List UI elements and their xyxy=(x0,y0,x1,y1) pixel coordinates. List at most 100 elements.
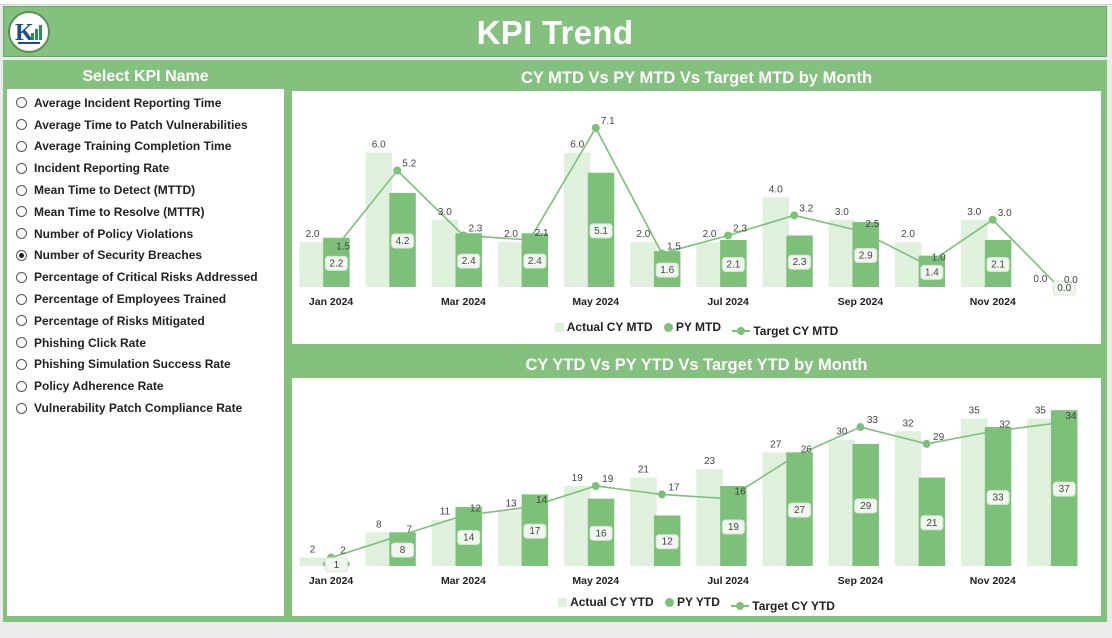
data-label-bg xyxy=(391,233,415,249)
x-tick-label: Nov 2024 xyxy=(970,575,1016,587)
data-label-bg xyxy=(920,264,944,280)
slicer-item[interactable]: Number of Security Breaches xyxy=(7,245,284,267)
data-label-bg xyxy=(1052,481,1076,497)
x-tick-label: Nov 2024 xyxy=(970,296,1016,308)
target-point xyxy=(525,235,534,244)
radio-icon[interactable] xyxy=(16,184,27,196)
x-tick-label: May 2024 xyxy=(572,296,619,308)
bar-actual xyxy=(497,242,525,287)
x-tick-label: May 2024 xyxy=(572,575,619,587)
legend-actual-cy-ytd: Actual CY YTD xyxy=(558,595,654,609)
radio-icon[interactable] xyxy=(16,315,27,327)
data-label-actual: 6.0 xyxy=(372,140,386,151)
slicer-item[interactable]: Percentage of Risks Mitigated xyxy=(7,310,284,332)
slicer-item-label: Percentage of Critical Risks Addressed xyxy=(34,270,258,285)
slicer-item[interactable]: Percentage of Employees Trained xyxy=(7,288,284,310)
data-label-py: 33 xyxy=(992,493,1004,504)
data-label-bg xyxy=(391,542,415,558)
bar-actual xyxy=(365,152,392,287)
bar-actual xyxy=(563,486,591,566)
data-label-actual: 6.0 xyxy=(570,140,584,151)
data-label-py: 27 xyxy=(794,505,806,516)
radio-icon[interactable] xyxy=(16,337,27,349)
radio-icon[interactable] xyxy=(16,228,27,240)
data-label-target: 2.5 xyxy=(865,219,879,230)
radio-icon[interactable] xyxy=(16,271,27,283)
slicer-item[interactable]: Phishing Click Rate xyxy=(7,332,284,354)
data-label-py: 37 xyxy=(1059,484,1071,495)
target-point xyxy=(657,249,666,258)
data-label-actual: 23 xyxy=(704,456,716,467)
slicer-item[interactable]: Number of Policy Violations xyxy=(7,223,284,245)
bar-actual xyxy=(299,557,326,566)
radio-icon[interactable] xyxy=(16,358,27,370)
data-label-bg xyxy=(457,253,481,269)
radio-icon[interactable] xyxy=(16,140,27,152)
bar-actual xyxy=(299,242,326,287)
radio-icon[interactable] xyxy=(16,380,27,392)
slicer-item[interactable]: Mean Time to Resolve (MTTR) xyxy=(7,201,284,223)
bar-actual xyxy=(828,439,856,566)
data-label-target: 17 xyxy=(668,482,680,493)
legend-label: Target CY YTD xyxy=(752,598,835,613)
mtd-legend: Actual CY MTD PY MTD Target CY MTD xyxy=(292,320,1101,338)
x-tick-label: Sep 2024 xyxy=(838,296,884,308)
slicer-item[interactable]: Mean Time to Detect (MTTD) xyxy=(7,179,284,201)
radio-icon[interactable] xyxy=(16,162,27,174)
slicer-item[interactable]: Percentage of Critical Risks Addressed xyxy=(7,266,284,288)
data-label-target: 7.1 xyxy=(601,116,615,127)
slicer-item[interactable]: Phishing Simulation Success Rate xyxy=(7,354,284,376)
data-label-py: 5.1 xyxy=(594,226,608,237)
legend-target-cy-ytd: Target CY YTD xyxy=(731,599,835,613)
slicer-item[interactable]: Vulnerability Patch Compliance Rate xyxy=(7,397,284,419)
data-label-actual: 3.0 xyxy=(967,207,981,218)
slicer-item[interactable]: Average Training Completion Time xyxy=(7,136,284,158)
legend-label: PY MTD xyxy=(675,320,721,334)
data-label-bg xyxy=(854,498,878,514)
radio-icon[interactable] xyxy=(16,402,27,414)
target-point xyxy=(591,482,600,490)
data-label-actual: 30 xyxy=(836,427,848,438)
logo: K xyxy=(8,11,50,53)
radio-selected-icon[interactable] xyxy=(16,249,27,261)
slicer-item[interactable]: Average Incident Reporting Time xyxy=(7,92,284,114)
data-label-bg xyxy=(986,490,1010,506)
target-point xyxy=(988,427,997,436)
data-label-py: 29 xyxy=(860,501,872,512)
data-label-py: 1.4 xyxy=(925,267,939,278)
data-label-target: 2.3 xyxy=(468,223,482,234)
bar-actual xyxy=(431,519,459,566)
data-label-py: 2.2 xyxy=(329,258,343,269)
radio-icon[interactable] xyxy=(16,206,27,218)
x-tick-label: Jul 2024 xyxy=(707,296,749,308)
target-point xyxy=(790,452,799,461)
target-line xyxy=(330,422,1060,559)
data-label-actual: 2.0 xyxy=(504,229,518,240)
kpi-slicer: Select KPI Name Average Incident Reporti… xyxy=(5,63,286,618)
slicer-item[interactable]: Average Time to Patch Vulnerabilities xyxy=(7,114,284,136)
slicer-item-label: Policy Adherence Rate xyxy=(34,379,164,394)
radio-icon[interactable] xyxy=(16,97,27,109)
mtd-chart-card: CY MTD Vs PY MTD Vs Target MTD by Month … xyxy=(290,63,1103,346)
data-label-py: 2.9 xyxy=(859,251,873,262)
legend-actual-cy-mtd: Actual CY MTD xyxy=(554,320,653,334)
data-label-bg xyxy=(523,523,547,539)
bar-actual xyxy=(762,452,789,566)
bar-actual xyxy=(696,242,723,287)
ytd-chart-card: CY YTD Vs PY YTD Vs Target YTD by Month … xyxy=(290,350,1103,618)
bar-actual xyxy=(894,242,922,287)
data-label-py: 2.4 xyxy=(528,256,542,267)
data-label-bg xyxy=(721,519,745,535)
data-label-py: 19 xyxy=(728,522,740,533)
data-label-py: 2.3 xyxy=(793,257,807,268)
radio-icon[interactable] xyxy=(16,119,27,131)
data-label-target: 2 xyxy=(340,546,346,557)
target-point xyxy=(856,423,865,432)
target-point xyxy=(988,215,997,224)
slicer-item[interactable]: Incident Reporting Rate xyxy=(7,157,284,179)
legend-target-cy-mtd: Target CY MTD xyxy=(732,324,838,338)
slicer-item[interactable]: Policy Adherence Rate xyxy=(7,375,284,397)
target-point xyxy=(459,511,468,520)
data-label-actual: 2.0 xyxy=(901,229,915,240)
radio-icon[interactable] xyxy=(16,293,27,305)
